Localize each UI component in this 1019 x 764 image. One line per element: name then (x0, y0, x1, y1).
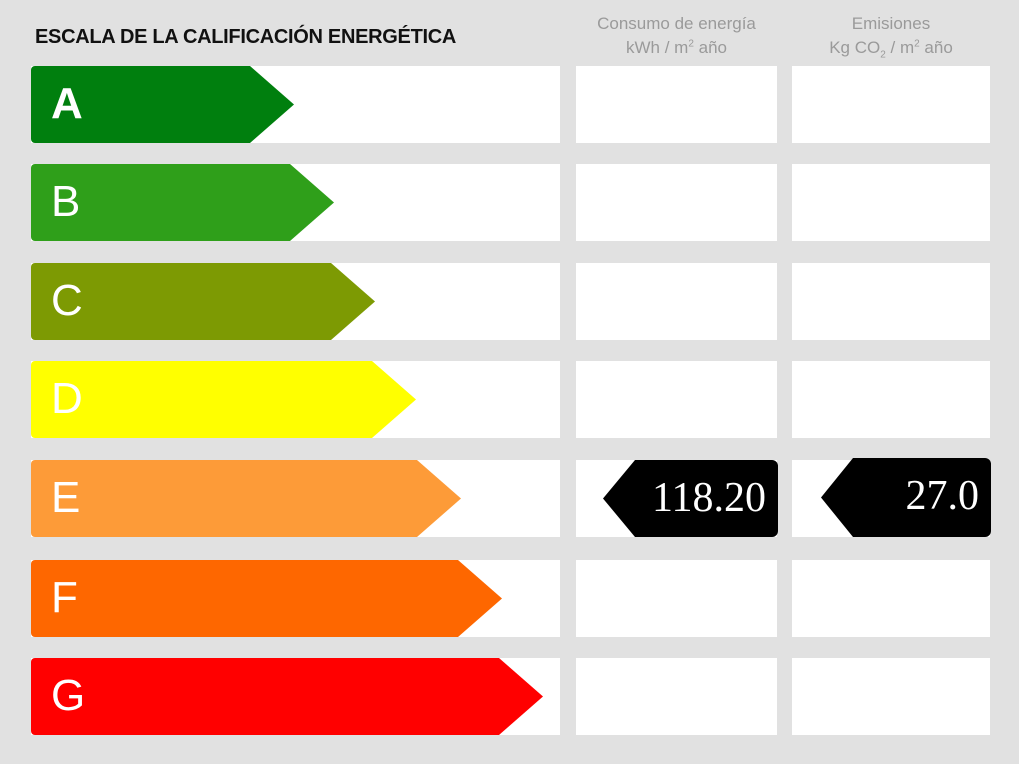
consumo-cell (576, 560, 777, 637)
rating-row-d: D (0, 361, 1019, 438)
rating-lane: F (31, 560, 560, 637)
rating-arrow-d: D (31, 361, 416, 438)
consumo-header-label: Consumo de energía (597, 14, 756, 33)
rating-lane: D (31, 361, 560, 438)
rating-lane: A (31, 66, 560, 143)
rating-letter: D (51, 374, 83, 423)
rating-lane: E (31, 460, 560, 537)
emisiones-cell (792, 361, 990, 438)
emisiones-header-unit: Kg CO2 / m2 año (829, 38, 953, 61)
consumo-cell (576, 658, 777, 735)
consumo-cell: 118.20 (576, 460, 778, 537)
consumo-value-marker: 118.20 (603, 460, 778, 537)
rating-arrow-f: F (31, 560, 502, 637)
emisiones-header: Emisiones Kg CO2 / m2 año (792, 12, 990, 60)
consumo-cell (576, 66, 777, 143)
rating-letter: C (51, 276, 83, 325)
emisiones-cell (792, 164, 990, 241)
rating-row-a: A (0, 66, 1019, 143)
consumo-cell (576, 361, 777, 438)
rating-row-e: E 118.20 27.0 (0, 458, 1019, 537)
rating-letter: A (51, 79, 83, 128)
rating-arrow-a: A (31, 66, 294, 143)
consumo-header: Consumo de energía kWh / m2 año (576, 12, 777, 60)
rating-arrow-g: G (31, 658, 543, 735)
emisiones-cell (792, 658, 990, 735)
rating-letter: E (51, 473, 81, 522)
emisiones-cell (792, 263, 990, 340)
rating-arrow-e: E (31, 460, 461, 537)
rating-letter: F (51, 573, 78, 622)
rating-arrow-b: B (31, 164, 334, 241)
emisiones-cell (792, 560, 990, 637)
rating-lane: C (31, 263, 560, 340)
rating-lane: B (31, 164, 560, 241)
rating-lane: G (31, 658, 560, 735)
emisiones-header-label: Emisiones (851, 14, 931, 33)
rating-row-f: F (0, 560, 1019, 637)
rating-row-c: C (0, 263, 1019, 340)
rating-arrow-c: C (31, 263, 375, 340)
consumo-header-unit: kWh / m2 año (626, 38, 727, 57)
page-title: ESCALA DE LA CALIFICACIÓN ENERGÉTICA (35, 26, 457, 48)
emisiones-cell: 27.0 (792, 458, 991, 537)
rating-letter: B (51, 177, 81, 226)
emisiones-value-marker: 27.0 (821, 458, 991, 537)
emisiones-cell (792, 66, 990, 143)
rating-row-g: G (0, 658, 1019, 735)
consumo-cell (576, 164, 777, 241)
rating-row-b: B (0, 164, 1019, 241)
consumo-cell (576, 263, 777, 340)
rating-letter: G (51, 671, 86, 720)
